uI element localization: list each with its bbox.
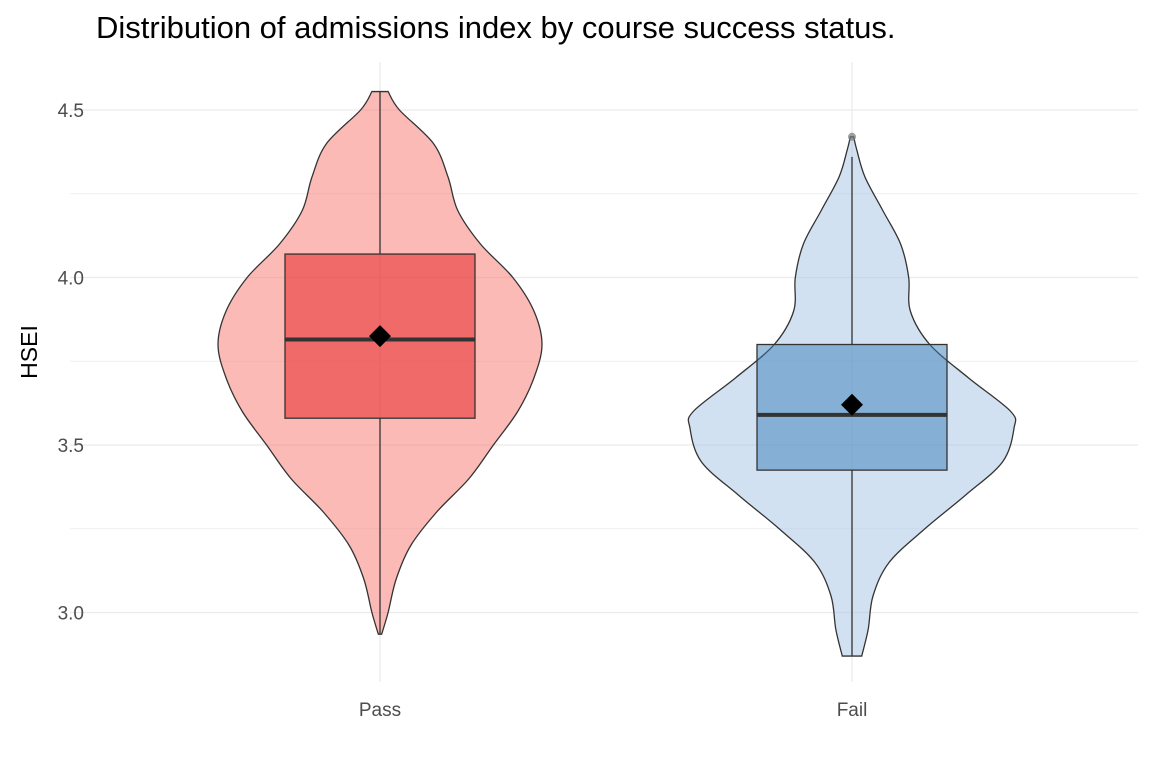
y-tick-label: 3.5 (58, 436, 84, 457)
y-axis-label: HSEI (16, 325, 42, 379)
x-tick-label: Fail (837, 700, 868, 721)
axes: 3.0 3.5 4.0 4.5 Pass Fail (58, 101, 868, 721)
box-fail (756, 343, 948, 471)
outlier-point (848, 132, 856, 141)
mean-marker (841, 393, 863, 416)
mean-marker (369, 325, 391, 348)
x-tick-label: Pass (359, 700, 401, 721)
chart-title: Distribution of admissions index by cour… (96, 10, 896, 45)
y-tick-label: 4.5 (58, 101, 84, 122)
y-tick-label: 4.0 (58, 269, 84, 290)
boxplots (284, 91, 948, 657)
y-tick-label: 3.0 (58, 604, 84, 625)
